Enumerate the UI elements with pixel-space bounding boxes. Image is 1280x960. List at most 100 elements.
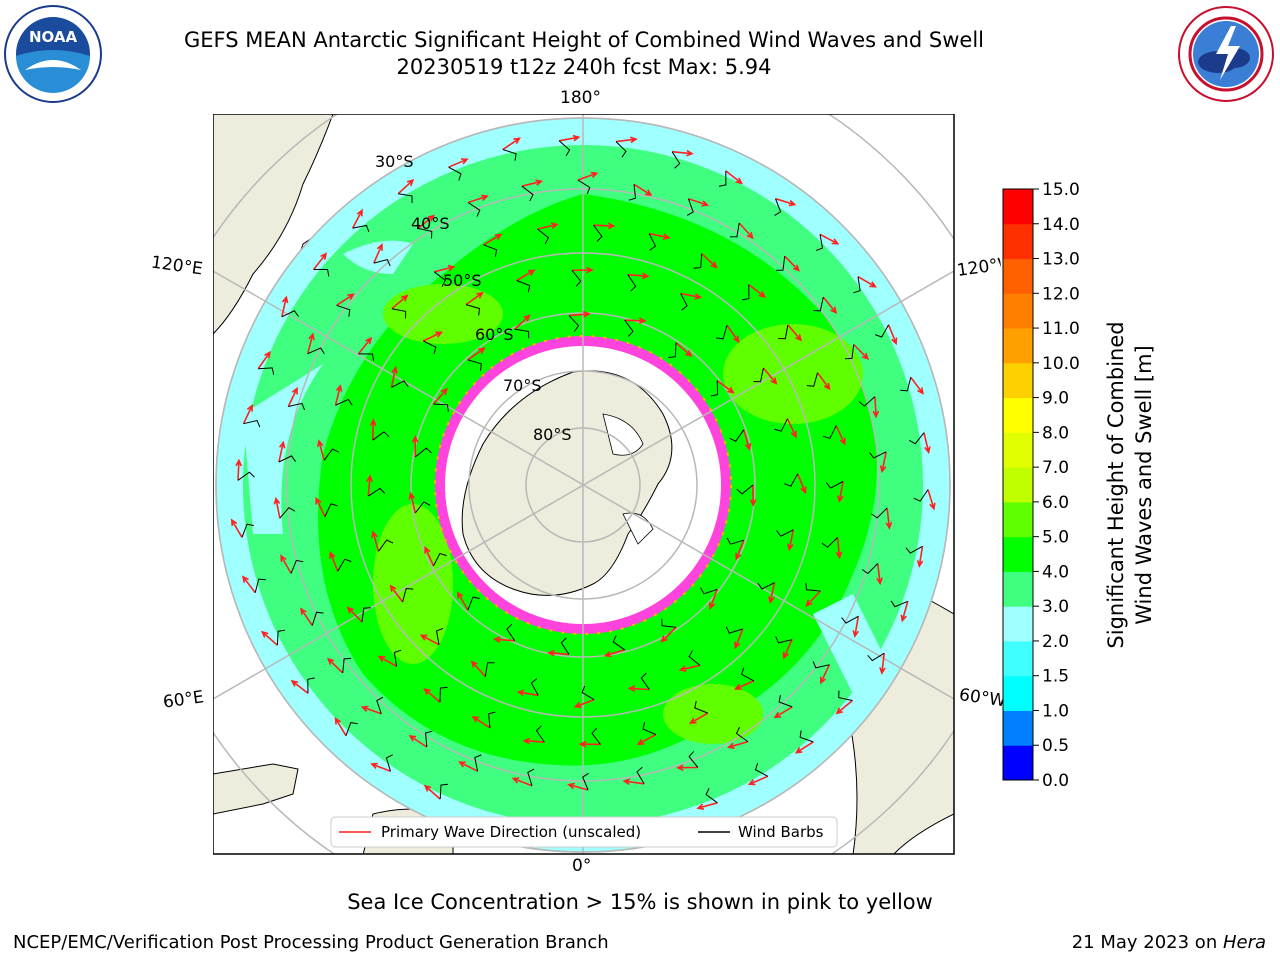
- wave-direction-arrow: [432, 387, 448, 405]
- wave-direction-arrow: [688, 198, 710, 207]
- wave-direction-arrow: [470, 660, 486, 678]
- wave-direction-arrow: [257, 350, 271, 370]
- wave-direction-arrow: [568, 311, 591, 318]
- wave-direction-arrow: [593, 222, 616, 230]
- wave-direction-arrow: [278, 440, 286, 463]
- wind-barb: [736, 484, 754, 495]
- wind-barb: [774, 198, 782, 216]
- wave-direction-arrow: [603, 649, 625, 658]
- wave-direction-arrow: [747, 775, 769, 786]
- wave-direction-arrow: [467, 194, 489, 204]
- wind-barb: [385, 754, 393, 772]
- wave-direction-arrow: [397, 178, 415, 195]
- wind-barb: [729, 429, 745, 442]
- wave-direction-arrow: [787, 324, 803, 342]
- wind-barb: [323, 448, 339, 461]
- colorbar-tick-label: 1.5: [1042, 667, 1069, 687]
- wind-barb: [281, 310, 299, 318]
- colorbar-block: [1003, 293, 1033, 329]
- wind-barb: [391, 308, 407, 319]
- wind-barb: [336, 304, 351, 317]
- wave-direction-arrow: [738, 222, 754, 240]
- wave-direction-arrow: [419, 634, 440, 646]
- wave-direction-arrow: [434, 264, 456, 273]
- wind-barb: [805, 582, 821, 592]
- wind-barb: [735, 726, 749, 743]
- wind-barb: [352, 224, 370, 233]
- wind-barb: [642, 722, 657, 736]
- wind-barb: [581, 685, 595, 701]
- wind-barb: [337, 558, 352, 572]
- wind-barb: [871, 507, 888, 519]
- wind-barb: [278, 455, 297, 463]
- wind-barb: [537, 228, 550, 245]
- wave-direction-arrow: [241, 575, 256, 594]
- wave-direction-arrow: [370, 762, 391, 773]
- wave-direction-arrow: [390, 365, 398, 388]
- wind-barb: [628, 184, 637, 201]
- colorbar-label-line2: Wind Waves and Swell [m]: [1132, 345, 1156, 625]
- colorbar-tick-label: 12.0: [1042, 284, 1080, 304]
- wind-barb: [841, 615, 859, 624]
- wave-direction-arrow: [872, 396, 880, 419]
- colorbar-block: [1003, 606, 1033, 642]
- wind-barb: [433, 403, 449, 412]
- wave-direction-arrow: [852, 616, 860, 638]
- wave-direction-arrow: [424, 546, 435, 567]
- wave-direction-arrow: [290, 679, 309, 694]
- wave-direction-arrow: [805, 590, 821, 607]
- wind-barb: [784, 473, 799, 487]
- wave-direction-arrow: [471, 716, 491, 729]
- wave-direction-arrow: [448, 158, 469, 168]
- wind-barb: [874, 324, 890, 338]
- colorbar-block: [1003, 328, 1033, 364]
- wave-direction-arrow: [879, 653, 886, 675]
- wind-barb: [867, 652, 885, 662]
- wave-direction-arrow: [360, 705, 382, 715]
- wave-direction-arrow: [514, 314, 531, 330]
- wave-direction-arrow: [281, 295, 289, 317]
- wind-barb: [361, 607, 371, 623]
- wind-barb: [905, 545, 923, 554]
- wave-direction-arrow: [636, 733, 657, 745]
- wave-direction-arrow: [627, 272, 650, 280]
- wave-direction-arrow: [334, 384, 343, 406]
- wind-barb: [806, 372, 818, 387]
- wave-direction-arrow: [743, 429, 752, 451]
- wave-direction-arrow: [366, 474, 373, 497]
- wave-direction-arrow: [371, 530, 380, 552]
- wind-barb: [527, 768, 535, 786]
- wind-barb: [615, 141, 627, 158]
- wind-barb: [243, 419, 261, 428]
- wave-direction-arrow: [369, 418, 377, 441]
- wind-barb: [391, 380, 409, 388]
- wind-barb: [668, 342, 677, 358]
- colorbar-label-line1: Significant Height of Combined: [1104, 321, 1128, 648]
- wave-direction-arrow: [334, 717, 347, 737]
- wind-barb: [258, 367, 275, 375]
- wave-direction-arrow: [782, 639, 793, 660]
- wave-direction-arrow: [483, 233, 503, 246]
- wave-direction-arrow: [857, 276, 878, 288]
- wind-barb: [516, 280, 531, 293]
- wave-direction-arrow: [516, 269, 536, 282]
- wind-barb: [693, 253, 703, 269]
- wind-barb: [358, 353, 375, 361]
- wind-barb: [799, 730, 814, 743]
- wind-barb: [398, 193, 413, 203]
- wave-direction-arrow: [423, 784, 441, 800]
- wind-barb: [311, 611, 324, 626]
- wind-barb: [448, 166, 462, 181]
- wave-direction-arrow: [389, 584, 404, 603]
- wind-barb: [560, 637, 570, 655]
- wave-direction-arrow: [417, 214, 436, 230]
- legend-wind-barbs: Wind Barbs: [738, 823, 824, 841]
- wind-barb: [467, 359, 482, 371]
- colorbar-tick-label: 13.0: [1042, 250, 1080, 270]
- noaa-logo-text: NOAA: [29, 28, 78, 46]
- wind-barb: [753, 367, 764, 383]
- wind-barb: [373, 259, 391, 267]
- wind-barb: [433, 552, 447, 567]
- wind-barb: [307, 347, 325, 355]
- wave-direction-arrow: [261, 630, 278, 646]
